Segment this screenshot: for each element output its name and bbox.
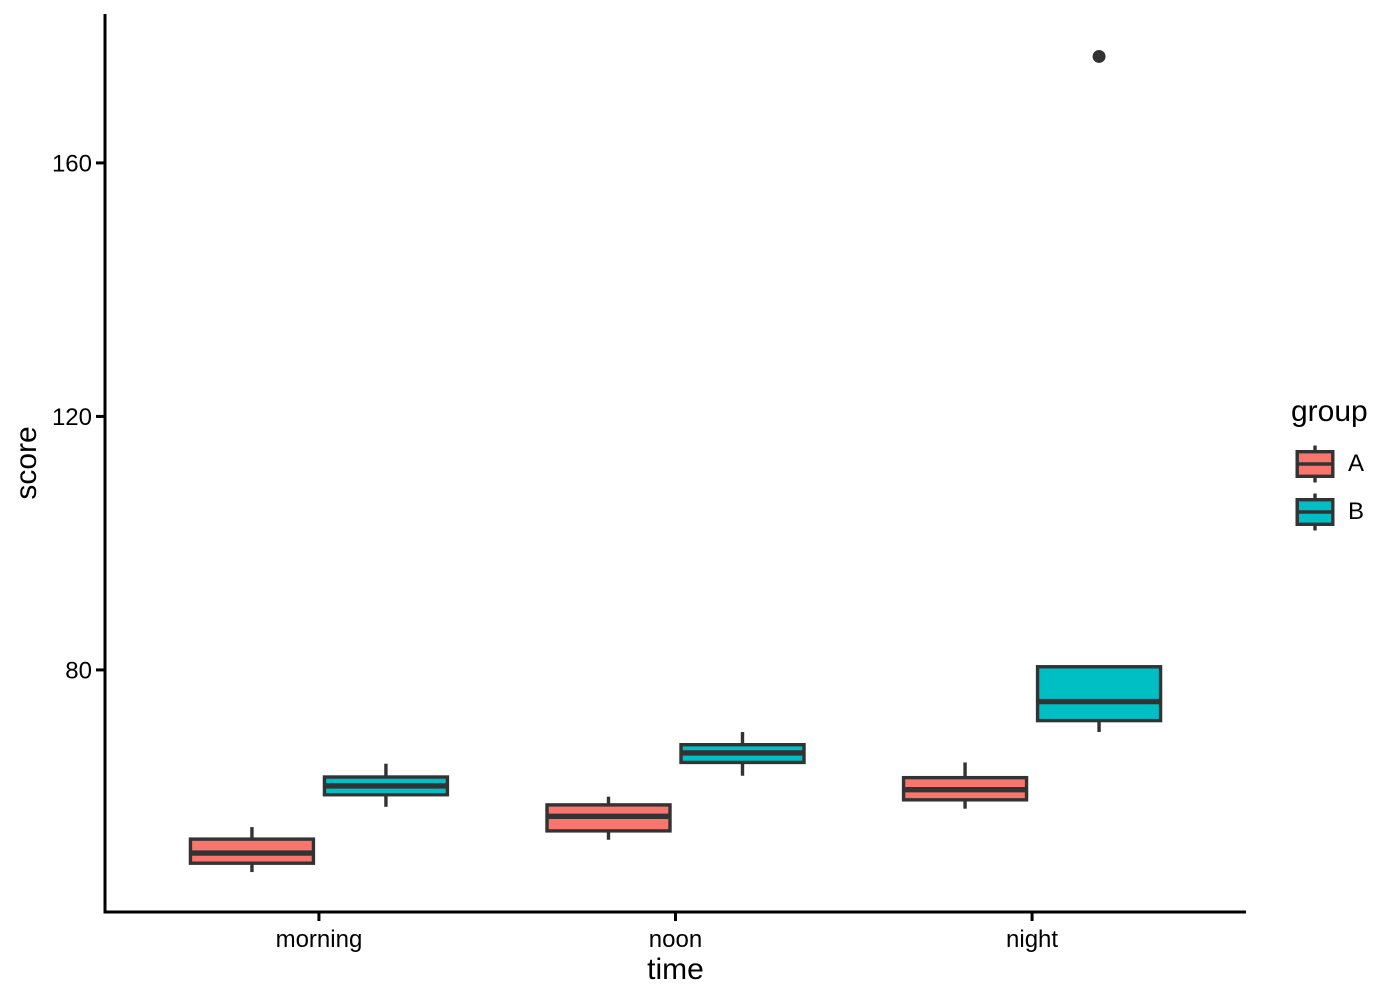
y-axis-title: score [10,426,43,500]
box-night-B [1035,665,1163,723]
y-tick-label: 160 [52,150,92,177]
boxplot-key-icon [1295,445,1335,483]
legend-item-a: A [1285,445,1400,483]
y-tick-label: 80 [65,657,92,684]
x-tick-label: night [1006,926,1058,953]
legend-title: group [1291,395,1368,428]
legend-label-a: A [1348,450,1365,477]
x-tick-label: noon [649,926,702,953]
y-tick-label: 120 [52,404,92,431]
legend: group A B [1285,395,1400,541]
boxplot-key-icon [1295,493,1335,531]
outlier-point-night-B [1092,49,1106,63]
legend-item-b: B [1285,493,1400,531]
x-axis-title: time [647,953,704,986]
x-tick-label: morning [276,926,363,953]
legend-label-b: B [1348,498,1365,525]
